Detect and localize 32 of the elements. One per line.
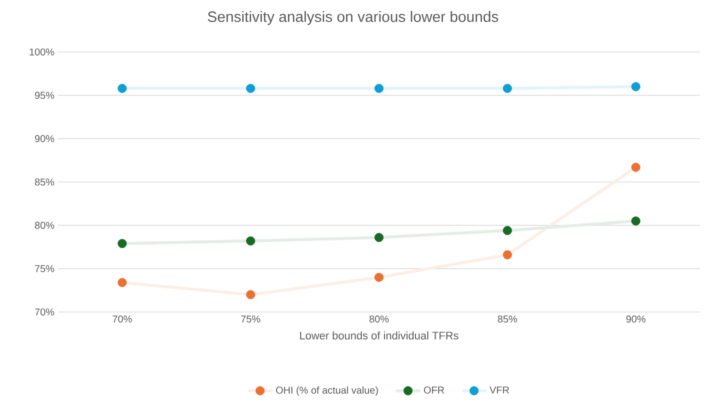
y-tick-label: 70%: [35, 308, 54, 316]
y-tick-label: 85%: [34, 178, 54, 186]
y-tick-label: 90%: [35, 135, 54, 142]
y-tick-label: 80%: [34, 222, 54, 229]
point: [631, 162, 640, 172]
point: [118, 84, 127, 93]
point: [118, 238, 127, 248]
chart-title: Sensitivity analysis on various lower bounds: [208, 11, 498, 25]
y-tick-label: 75%: [35, 265, 54, 272]
point: [502, 226, 512, 236]
point: [631, 216, 640, 226]
x-tick-label: 85%: [498, 316, 518, 323]
point: [374, 232, 384, 242]
legend-label: VFR: [490, 386, 509, 394]
legend-label: OFR: [424, 386, 444, 394]
point: [631, 82, 640, 92]
point: [374, 272, 384, 282]
x-tick-label: 80%: [369, 316, 389, 323]
point: [118, 278, 127, 288]
point: [502, 250, 512, 260]
x-axis-title: Lower bounds of individual TFRs: [300, 331, 458, 340]
point: [246, 84, 256, 93]
point: [374, 84, 384, 93]
y-tick-label: 95%: [35, 92, 54, 99]
x-tick-label: 75%: [241, 316, 260, 323]
point: [502, 84, 512, 93]
legend-label: OHI (% of actual value): [276, 386, 378, 396]
x-tick-label: 90%: [626, 316, 646, 323]
y-tick-label: 100%: [30, 48, 54, 56]
x-tick-label: 70%: [112, 316, 132, 323]
point: [246, 236, 256, 246]
point: [246, 290, 256, 300]
